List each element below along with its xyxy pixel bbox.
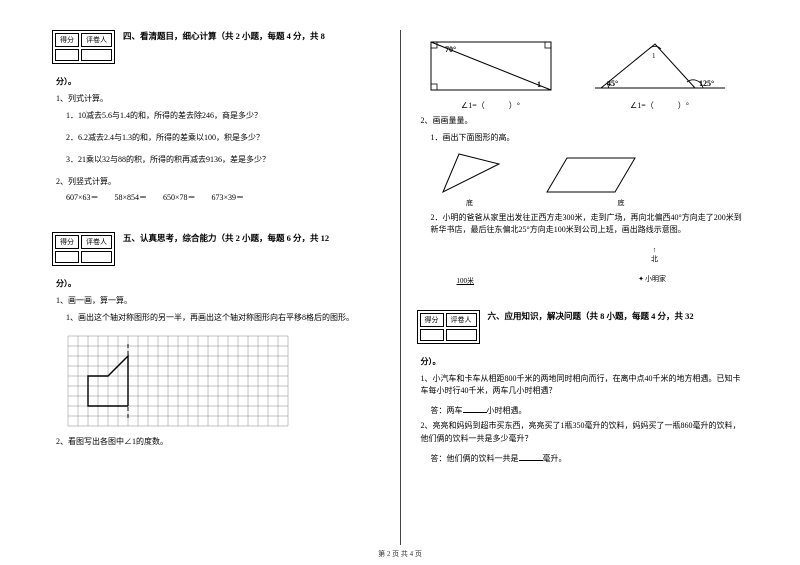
tri-angle-figure: 1 45° 125° ∠1=（ ）°: [595, 36, 725, 111]
column-divider: [400, 30, 401, 545]
right-column: 70° 1 ∠1=（ ）° 1 45° 125°: [405, 30, 761, 545]
left-column: 得分评卷人 四、看清题目，细心计算（共 2 小题，每题 4 分，共 8 分）。 …: [40, 30, 396, 545]
north-icon: 北: [651, 246, 658, 264]
rect-angle-answer: ∠1=（ ）°: [427, 100, 555, 111]
section-5-tail: 分）。: [56, 278, 384, 291]
score-box-6: 得分评卷人: [417, 310, 480, 344]
s6-a1: 答：两车小时相遇。: [431, 404, 749, 416]
q1: 1、列式计算。: [56, 93, 384, 106]
score-box-5: 得分评卷人: [52, 232, 115, 266]
r-q2: 2、画画量量。: [421, 115, 749, 128]
symmetry-grid: [66, 334, 384, 428]
calc-row: 607×63＝ 58×854＝ 650×78＝ 673×39＝: [66, 192, 384, 204]
height-shapes: 底 底: [437, 150, 749, 208]
r-q2-1: 1．画出下面图形的高。: [431, 132, 749, 144]
section-6-head: 得分评卷人 六、应用知识，解决问题（共 8 小题，每题 4 分，共 32: [417, 310, 749, 350]
s6-a2: 答：他们俩的饮料一共是毫升。: [431, 452, 749, 464]
route-map: 北 100米 小明家: [457, 246, 749, 302]
rect-angle-figure: 70° 1 ∠1=（ ）°: [427, 36, 555, 111]
svg-text:1: 1: [652, 52, 656, 60]
q1-2: 2．6.2减去2.4与1.3的和，所得的差乘以100，积是多少？: [66, 132, 384, 144]
svg-text:70°: 70°: [445, 45, 456, 54]
q1-3: 3．21乘以32与88的积，所得的积再减去9136，差是多少？: [66, 154, 384, 166]
scale-label: 100米: [457, 276, 475, 286]
exam-page: 得分评卷人 四、看清题目，细心计算（共 2 小题，每题 4 分，共 8 分）。 …: [0, 0, 800, 565]
page-footer: 第 2 页 共 4 页: [0, 549, 800, 559]
section-5-head: 得分评卷人 五、认真思考，综合能力（共 2 小题，每题 6 分，共 12: [52, 232, 384, 272]
s5-q1-1: 1、画出这个轴对称图形的另一半，再画出这个轴对称图形向右平移8格后的图形。: [66, 312, 384, 324]
score-box: 得分评卷人: [52, 30, 115, 64]
section-4-head: 得分评卷人 四、看清题目，细心计算（共 2 小题，每题 4 分，共 8: [52, 30, 384, 70]
q2: 2、列竖式计算。: [56, 176, 384, 189]
r-q2-2: 2．小明的爸爸从家里出发往正西方走300米，走到广场，再向北偏西40°方向走了2…: [431, 212, 749, 236]
q1-1: 1．10减去5.6与1.4的和，所得的差去除246，商是多少？: [66, 110, 384, 122]
section-4-tail: 分）。: [56, 76, 384, 89]
blank-field[interactable]: [463, 404, 487, 413]
triangle-shape: 底: [437, 150, 503, 208]
svg-text:1: 1: [537, 80, 541, 89]
tri-angle-answer: ∠1=（ ）°: [595, 100, 725, 111]
home-marker: 小明家: [638, 274, 666, 284]
angle-figures: 70° 1 ∠1=（ ）° 1 45° 125°: [427, 36, 749, 111]
score-h2: 评卷人: [81, 33, 112, 47]
s6-q1: 1、小汽车和卡车从相距800千米的两地同时相向而行，在离中点40千米的地方相遇。…: [421, 373, 749, 399]
parallelogram-shape: 底: [543, 154, 639, 208]
score-h1: 得分: [55, 33, 79, 47]
s6-q2: 2、亮亮和妈妈到超市买东西，亮亮买了1瓶350毫升的饮料，妈妈买了一瓶860毫升…: [421, 420, 749, 446]
blank-field[interactable]: [519, 452, 543, 461]
section-6-tail: 分）。: [421, 356, 749, 369]
section-6-title: 六、应用知识，解决问题（共 8 小题，每题 4 分，共 32: [488, 310, 694, 323]
section-4-title: 四、看清题目，细心计算（共 2 小题，每题 4 分，共 8: [123, 30, 325, 43]
s5-q2: 2、看图写出各图中∠1的度数。: [56, 436, 384, 449]
s5-q1: 1、画一画，算一算。: [56, 295, 384, 308]
section-5-title: 五、认真思考，综合能力（共 2 小题，每题 6 分，共 12: [123, 232, 329, 245]
